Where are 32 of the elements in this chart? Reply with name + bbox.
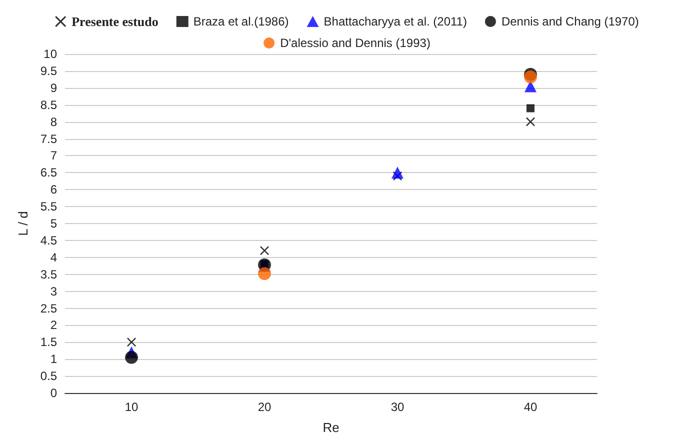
x-tick-label: 40	[524, 400, 538, 414]
y-tick-label: 0.5	[40, 369, 58, 384]
y-tick-label: 9	[50, 80, 58, 95]
y-tick-label: 3.5	[40, 267, 58, 282]
legend-label: Presente estudo	[72, 14, 158, 29]
y-tick-label: 4	[50, 250, 58, 264]
y-tick-label: 6	[50, 182, 58, 197]
y-tick-label: 8	[50, 114, 58, 129]
y-tick-label: 7.5	[40, 132, 58, 146]
y-tick-label: 4.5	[40, 233, 58, 248]
x-axis-title: Re	[322, 420, 340, 435]
y-tick-label: 9.5	[40, 64, 58, 78]
y-tick-label: 1	[50, 352, 58, 366]
x-tick-label: 10	[124, 400, 138, 414]
y-tick-label: 7	[50, 148, 58, 163]
y-tick-label: 3	[50, 284, 58, 298]
y-tick-label: 0	[50, 386, 58, 400]
x-tick-label: 30	[390, 400, 404, 414]
y-tick-label: 6.5	[40, 166, 58, 180]
legend-label: Dennis and Chang (1970)	[501, 14, 639, 28]
y-axis-title: L / d	[15, 211, 30, 236]
legend-label: Braza et al.(1986)	[193, 14, 289, 28]
legend-label: D'alessio and Dennis (1993)	[280, 36, 430, 50]
legend-label: Bhattacharyya et al. (2011)	[324, 14, 467, 28]
y-tick-label: 10	[44, 47, 58, 61]
y-tick-label: 2.5	[40, 301, 58, 316]
y-tick-label: 1.5	[40, 335, 58, 350]
y-tick-label: 8.5	[40, 98, 58, 112]
y-tick-label: 5	[50, 216, 58, 230]
x-tick-label: 20	[258, 400, 272, 414]
y-tick-label: 5.5	[40, 200, 58, 214]
y-tick-label: 2	[50, 318, 58, 332]
